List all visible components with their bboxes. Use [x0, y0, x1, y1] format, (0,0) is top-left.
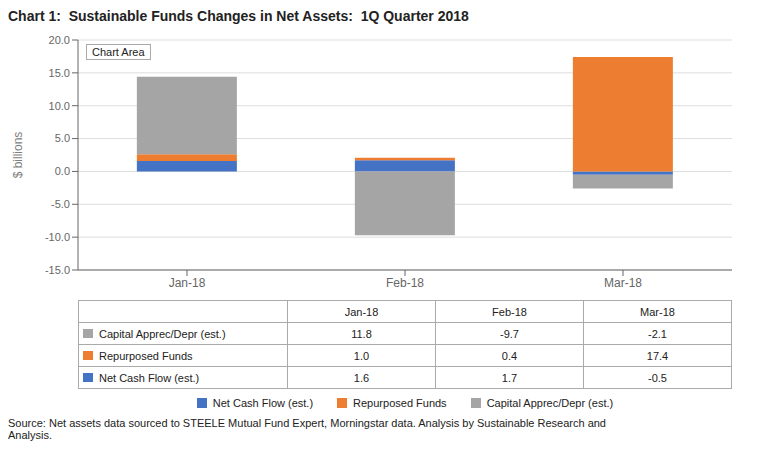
svg-text:15.0: 15.0 — [49, 67, 70, 79]
html-text:-2.1: -2.1 — [648, 327, 667, 340]
html-text:Mar-18: Mar-18 — [640, 305, 675, 318]
svg-text:5.0: 5.0 — [55, 132, 70, 144]
html-text:Net Cash Flow (est.): Net Cash Flow (est.) — [99, 371, 200, 384]
html-text:Chart Area: Chart Area — [92, 46, 145, 58]
html-text:Feb-18: Feb-18 — [492, 305, 527, 318]
svg-text:0.0: 0.0 — [55, 165, 70, 177]
svg-text:10.0: 10.0 — [49, 100, 70, 112]
html-text:-0.5: -0.5 — [648, 371, 667, 384]
html-text:Repurposed Funds: Repurposed Funds — [99, 349, 193, 362]
html-text:1.0: 1.0 — [353, 349, 370, 362]
html-text:17.4: 17.4 — [646, 349, 669, 362]
html-text:Repurposed Funds: Repurposed Funds — [353, 397, 447, 409]
html-text:Chart 1: Sustainable Funds Cha: Chart 1: Sustainable Funds Changes in Ne… — [8, 8, 469, 24]
html-text:11.8: 11.8 — [351, 327, 372, 340]
svg-text:Feb-18: Feb-18 — [386, 276, 424, 290]
svg-text:Jan-18: Jan-18 — [169, 276, 206, 290]
svg-text:-15.0: -15.0 — [45, 264, 70, 276]
html-text:1.6: 1.6 — [353, 371, 370, 384]
html-text:-9.7: -9.7 — [500, 327, 519, 340]
html-text:0.4: 0.4 — [501, 349, 518, 362]
html-text:1.7: 1.7 — [501, 371, 518, 384]
svg-text:-10.0: -10.0 — [45, 231, 70, 243]
html-text:Jan-18: Jan-18 — [344, 305, 379, 318]
svg-text:Mar-18: Mar-18 — [604, 276, 642, 290]
svg-text:-5.0: -5.0 — [51, 198, 70, 210]
svg-text:20.0: 20.0 — [49, 34, 70, 46]
svg-text:$ billions: $ billions — [11, 132, 25, 179]
html-text:Net Cash Flow (est.): Net Cash Flow (est.) — [212, 397, 314, 409]
html-text:Capital Apprec/Depr (est.): Capital Apprec/Depr (est.) — [99, 327, 226, 340]
html-text:Capital Apprec/Depr (est.): Capital Apprec/Depr (est.) — [486, 397, 614, 409]
html-text:Source: Net assets data source: Source: Net assets data sourced to STEEL… — [8, 417, 606, 441]
